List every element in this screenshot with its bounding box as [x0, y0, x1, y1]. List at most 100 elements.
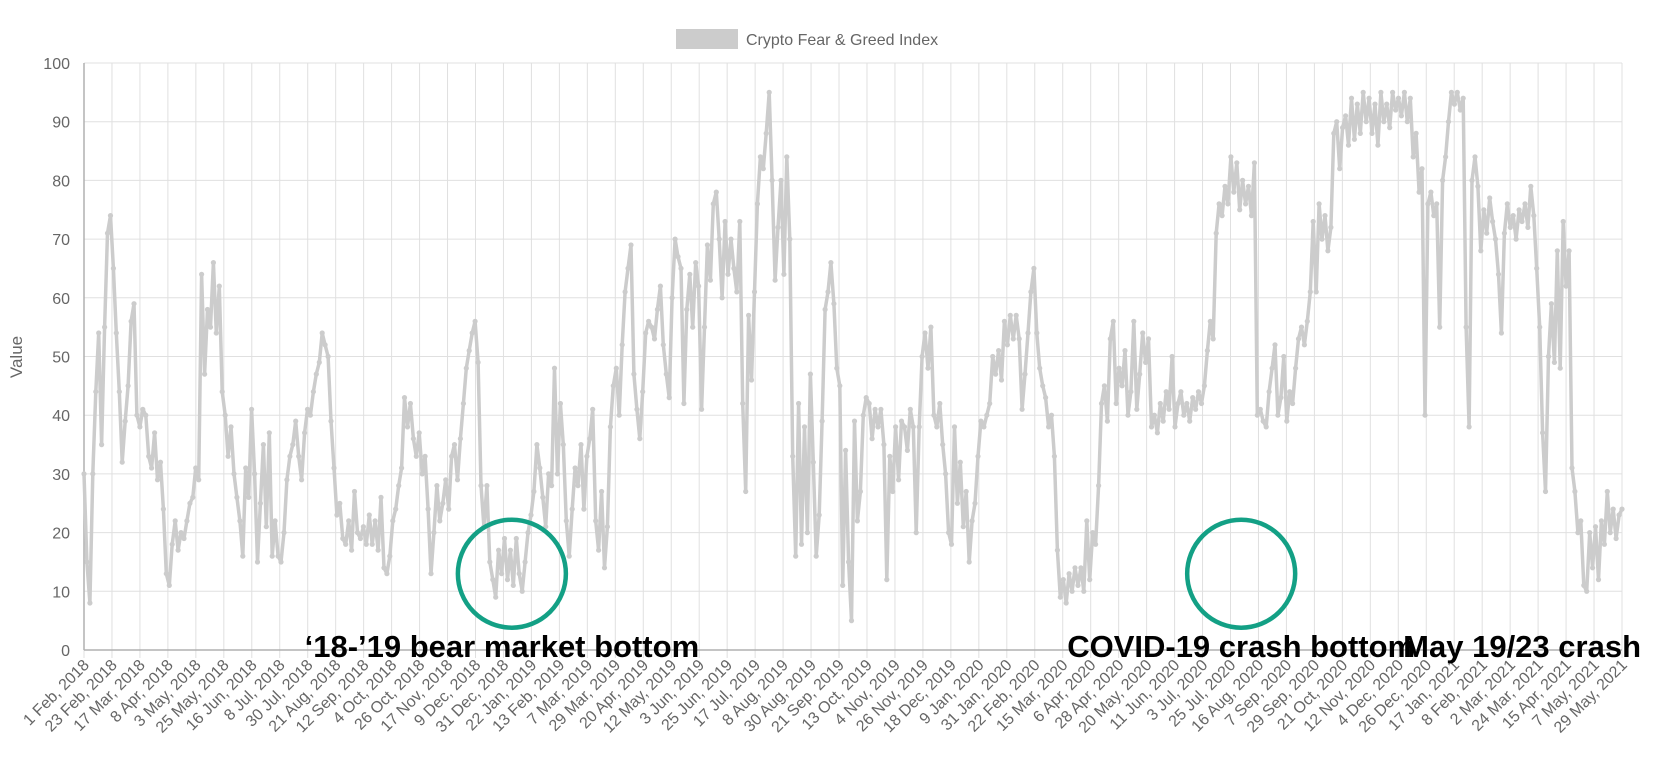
- data-point[interactable]: [1528, 183, 1534, 189]
- data-point[interactable]: [1163, 389, 1169, 395]
- data-point[interactable]: [1198, 400, 1205, 407]
- data-point[interactable]: [1369, 130, 1375, 136]
- data-point[interactable]: [475, 359, 481, 365]
- data-point[interactable]: [560, 442, 566, 448]
- data-point[interactable]: [1466, 424, 1472, 430]
- data-point[interactable]: [404, 424, 411, 430]
- data-point[interactable]: [222, 412, 228, 418]
- data-point[interactable]: [1560, 218, 1566, 225]
- data-point[interactable]: [1354, 101, 1360, 107]
- data-point[interactable]: [1290, 400, 1296, 407]
- data-point[interactable]: [734, 289, 740, 295]
- legend-swatch[interactable]: [676, 29, 738, 49]
- data-point[interactable]: [813, 553, 819, 559]
- data-point[interactable]: [922, 330, 928, 336]
- data-point[interactable]: [540, 494, 546, 500]
- data-point[interactable]: [1113, 400, 1119, 407]
- data-point[interactable]: [213, 330, 219, 336]
- data-point[interactable]: [1340, 125, 1346, 131]
- data-point[interactable]: [1531, 213, 1537, 219]
- data-point[interactable]: [322, 342, 328, 348]
- data-point[interactable]: [616, 412, 622, 418]
- data-point[interactable]: [178, 530, 184, 536]
- data-point[interactable]: [1319, 236, 1325, 242]
- data-point[interactable]: [1310, 218, 1316, 225]
- data-point[interactable]: [1398, 113, 1404, 119]
- data-point[interactable]: [666, 395, 672, 401]
- data-point[interactable]: [1475, 183, 1481, 189]
- data-point[interactable]: [710, 201, 716, 207]
- data-point[interactable]: [1216, 201, 1222, 207]
- data-point[interactable]: [1110, 318, 1116, 324]
- data-point[interactable]: [954, 500, 961, 506]
- data-point[interactable]: [107, 213, 114, 219]
- data-point[interactable]: [1054, 547, 1060, 553]
- data-point[interactable]: [957, 459, 963, 465]
- data-point[interactable]: [478, 483, 484, 489]
- data-point[interactable]: [122, 418, 128, 424]
- data-point[interactable]: [748, 377, 755, 383]
- data-point[interactable]: [781, 271, 787, 277]
- data-point[interactable]: [1257, 406, 1263, 412]
- data-point[interactable]: [1581, 582, 1587, 589]
- data-point[interactable]: [519, 588, 525, 594]
- data-point[interactable]: [193, 465, 199, 471]
- data-point[interactable]: [1495, 271, 1502, 277]
- data-point[interactable]: [881, 442, 887, 448]
- data-point[interactable]: [234, 494, 240, 500]
- data-point[interactable]: [1601, 541, 1607, 547]
- data-point[interactable]: [757, 154, 764, 160]
- data-point[interactable]: [925, 365, 931, 371]
- data-point[interactable]: [1584, 588, 1590, 594]
- data-point[interactable]: [681, 400, 687, 407]
- data-point[interactable]: [1195, 389, 1202, 395]
- data-point[interactable]: [1278, 395, 1284, 401]
- data-point[interactable]: [134, 412, 140, 418]
- data-point[interactable]: [1522, 201, 1528, 207]
- data-point[interactable]: [1619, 506, 1625, 512]
- data-point[interactable]: [272, 518, 278, 524]
- data-point[interactable]: [81, 471, 87, 477]
- data-point[interactable]: [1148, 424, 1155, 430]
- data-point[interactable]: [1395, 95, 1402, 101]
- data-point[interactable]: [1154, 430, 1160, 436]
- data-point[interactable]: [257, 500, 263, 506]
- data-point[interactable]: [863, 395, 869, 401]
- data-point[interactable]: [1413, 130, 1419, 136]
- data-point[interactable]: [1328, 224, 1334, 230]
- data-point[interactable]: [1098, 400, 1105, 407]
- data-point[interactable]: [860, 412, 866, 418]
- data-point[interactable]: [972, 500, 978, 506]
- data-point[interactable]: [1057, 594, 1063, 600]
- data-point[interactable]: [843, 447, 849, 453]
- data-point[interactable]: [246, 494, 252, 500]
- data-point[interactable]: [493, 594, 499, 600]
- data-point[interactable]: [1384, 101, 1390, 107]
- data-point[interactable]: [1040, 383, 1046, 389]
- data-point[interactable]: [349, 547, 355, 553]
- legend[interactable]: Crypto Fear & Greed Index: [676, 29, 938, 49]
- data-point[interactable]: [463, 365, 469, 371]
- data-point[interactable]: [487, 559, 493, 565]
- data-point[interactable]: [513, 535, 519, 542]
- data-point[interactable]: [696, 283, 702, 289]
- data-point[interactable]: [622, 289, 628, 295]
- data-point[interactable]: [1304, 318, 1310, 324]
- data-point[interactable]: [669, 295, 675, 301]
- data-point[interactable]: [722, 218, 728, 225]
- data-point[interactable]: [284, 477, 290, 483]
- data-point[interactable]: [675, 254, 681, 260]
- data-point[interactable]: [551, 365, 558, 371]
- data-point[interactable]: [1263, 424, 1269, 430]
- data-point[interactable]: [446, 506, 452, 512]
- data-point[interactable]: [431, 530, 437, 536]
- data-point[interactable]: [190, 494, 196, 500]
- data-point[interactable]: [690, 324, 696, 330]
- data-point[interactable]: [366, 512, 372, 518]
- data-point[interactable]: [878, 406, 884, 412]
- data-point[interactable]: [1563, 283, 1569, 289]
- data-point[interactable]: [1007, 312, 1013, 318]
- data-point[interactable]: [1107, 336, 1113, 342]
- data-point[interactable]: [260, 442, 266, 448]
- data-point[interactable]: [202, 371, 208, 377]
